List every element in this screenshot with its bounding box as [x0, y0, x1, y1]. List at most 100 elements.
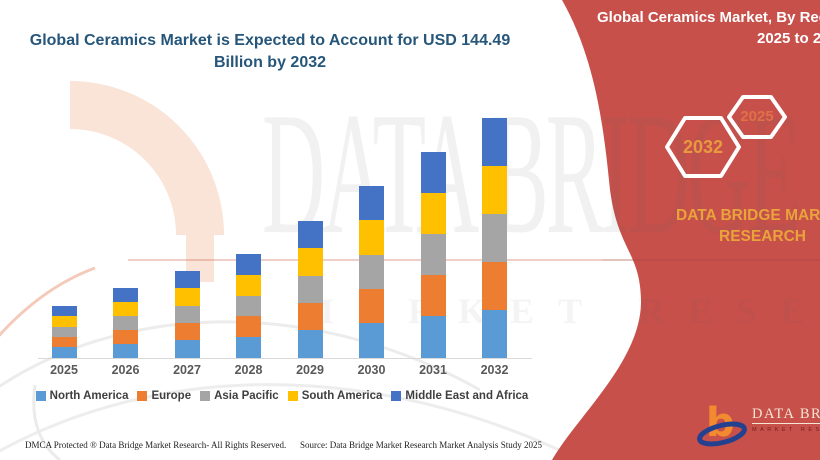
bar-segment-south-america [174, 288, 200, 306]
x-tick-label: 2027 [173, 363, 201, 377]
x-tick-label: 2025 [50, 363, 78, 377]
logo-subtext: MARKET RESEARCH [752, 427, 820, 433]
hexagon-2025-outline [727, 95, 787, 139]
bar-2025 [51, 306, 77, 358]
bar-segment-europe [297, 302, 323, 331]
bar-segment-middle-east-and-africa [113, 288, 138, 303]
banner-horizontal-line [602, 259, 820, 261]
legend-swatch-icon [35, 391, 46, 401]
bar-segment-europe [236, 316, 261, 337]
banner-brand-line2: RESEARCH [719, 228, 806, 245]
x-tick-label: 2028 [234, 363, 263, 377]
bar-segment-middle-east-and-africa [420, 151, 446, 193]
x-tick-label: 2026 [111, 363, 140, 377]
logo-swoosh [697, 421, 747, 447]
bar-segment-north-america [359, 323, 384, 358]
bar-segment-europe [420, 275, 446, 317]
stacked-bar-plot [38, 118, 532, 358]
legend-swatch-icon [200, 391, 211, 401]
legend-label: Middle East and Africa [405, 390, 529, 402]
bar-segment-asia-pacific [113, 316, 138, 330]
bar-2030 [359, 186, 384, 358]
legend-swatch-icon [287, 391, 298, 401]
bar-segment-middle-east-and-africa [236, 254, 261, 275]
bar-segment-south-america [236, 274, 261, 296]
bar-segment-middle-east-and-africa [174, 270, 200, 289]
bar-segment-europe [174, 322, 200, 341]
hexagon-2032-label: 2032 [682, 137, 724, 157]
legend-item-asia-pacific: Asia Pacific [200, 390, 279, 402]
bar-segment-europe [113, 329, 138, 344]
chart-title: Global Ceramics Market is Expected to Ac… [29, 32, 511, 71]
x-tick-label: 2030 [357, 363, 386, 377]
logo-underline [752, 423, 820, 424]
bar-segment-north-america [174, 340, 200, 358]
footer-source: Source: Data Bridge Market Research Mark… [300, 440, 542, 450]
bar-segment-north-america [420, 316, 446, 358]
bar-segment-north-america [482, 309, 507, 358]
legend-label: Asia Pacific [214, 390, 279, 402]
red-banner-path [552, 0, 820, 460]
footer-copyright: DMCA Protected ® Data Bridge Market Rese… [25, 440, 287, 450]
x-tick-label: 2032 [480, 363, 509, 377]
bar-segment-south-america [113, 302, 138, 317]
bar-2029 [297, 221, 323, 358]
bar-segment-north-america [297, 330, 323, 358]
legend-swatch-icon [391, 391, 402, 401]
bar-2031 [420, 151, 446, 358]
bar-2028 [236, 254, 261, 358]
bar-segment-north-america [236, 336, 261, 358]
watermark-red-arc [0, 266, 96, 337]
bar-segment-south-america [482, 165, 507, 214]
legend-item-south-america: South America [287, 390, 383, 402]
bar-segment-middle-east-and-africa [482, 118, 507, 166]
x-axis-tick-labels: 2025 2026 2027 2028 2029 2030 2031 2032 [0, 363, 820, 379]
bar-segment-south-america [297, 248, 323, 276]
banner-brand-line1: DATA BRIDGE MARKET [676, 207, 820, 224]
hexagon-2032-outline [665, 116, 741, 178]
bar-segment-south-america [420, 193, 446, 235]
x-tick-label: 2029 [296, 363, 324, 377]
bar-segment-south-america [51, 316, 77, 327]
bar-segment-north-america [51, 347, 77, 358]
legend-label: South America [301, 390, 383, 402]
bar-segment-middle-east-and-africa [51, 306, 77, 317]
bar-segment-asia-pacific [420, 234, 446, 276]
legend-swatch-icon [137, 391, 148, 401]
bar-segment-asia-pacific [51, 326, 77, 337]
bar-2032 [482, 118, 507, 358]
bar-segment-north-america [113, 343, 138, 358]
legend-item-middle-east-and-africa: Middle East and Africa [391, 390, 528, 402]
legend-label: North America [49, 390, 129, 402]
bar-segment-asia-pacific [482, 213, 507, 262]
banner-heading-line2: 2025 to 2032 [757, 30, 820, 47]
bar-segment-asia-pacific [297, 275, 323, 303]
x-axis-line [38, 357, 532, 359]
bar-segment-south-america [359, 220, 384, 255]
legend-item-europe: Europe [137, 390, 191, 402]
bar-2026 [113, 288, 138, 358]
bar-segment-europe [51, 336, 77, 348]
watermark-gray-arc-2 [0, 383, 571, 457]
bar-segment-middle-east-and-africa [297, 221, 323, 249]
bar-segment-asia-pacific [174, 305, 200, 323]
hexagon-2025-label: 2025 [740, 108, 774, 125]
legend-label: Europe [151, 390, 192, 402]
logo-wordmark: DATA BRIDGE [752, 406, 820, 422]
bar-segment-europe [359, 288, 384, 324]
legend-item-north-america: North America [35, 390, 129, 402]
banner-heading-line1: Global Ceramics Market, By Region, [597, 9, 820, 26]
bar-segment-europe [482, 261, 507, 310]
chart-legend: North America Europe Asia Pacific South Ame… [28, 390, 536, 402]
bar-segment-middle-east-and-africa [359, 186, 384, 221]
bar-2027 [174, 270, 200, 358]
watermark-logo-arc [69, 81, 224, 236]
bar-segment-asia-pacific [359, 254, 384, 289]
watermark-horizontal-line [128, 259, 820, 261]
x-tick-label: 2031 [419, 363, 447, 377]
bar-segment-asia-pacific [236, 295, 261, 317]
